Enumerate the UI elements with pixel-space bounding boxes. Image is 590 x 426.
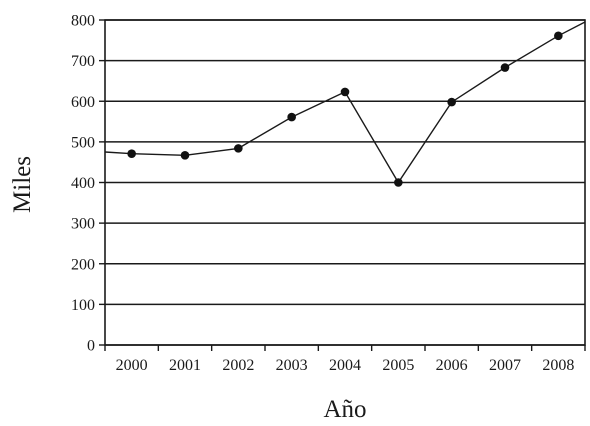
data-point-2005 (394, 178, 403, 187)
y-tick-label-100: 100 (71, 297, 95, 314)
y-tick-label-700: 700 (71, 53, 95, 70)
y-tick-label-300: 300 (71, 216, 95, 233)
x-tick-label-2007: 2007 (489, 357, 521, 374)
x-axis-tick-labels: 2000 2001 2002 2003 2004 2005 2006 2007 2008 (116, 357, 575, 374)
x-tick-label-2002: 2002 (222, 357, 254, 374)
x-axis-title: Año (323, 396, 366, 423)
y-tick-label-600: 600 (71, 94, 95, 111)
data-point-2006 (447, 97, 456, 107)
x-tick-label-2003: 2003 (276, 357, 308, 374)
y-axis-title: Miles (9, 156, 36, 213)
data-point-2001 (180, 150, 190, 160)
y-tick-label-800: 800 (71, 13, 95, 30)
y-axis-tick-labels: 0 100 200 300 400 500 600 700 800 (71, 13, 95, 355)
gridlines (105, 19, 585, 346)
x-tick-label-2004: 2004 (329, 357, 361, 374)
data-point-2007 (500, 63, 510, 72)
data-point-2008 (554, 31, 563, 41)
data-point-2000 (127, 149, 136, 158)
x-tick-label-2001: 2001 (169, 357, 201, 374)
x-tick-label-2000: 2000 (116, 357, 148, 374)
data-points (127, 31, 563, 187)
plot-frame (104, 19, 586, 346)
data-point-2004 (340, 87, 350, 97)
x-tick-label-2008: 2008 (542, 357, 574, 374)
data-point-2002 (234, 144, 243, 153)
y-tick-label-200: 200 (71, 256, 95, 273)
x-tick-label-2005: 2005 (382, 357, 414, 374)
y-tick-label-500: 500 (71, 134, 95, 151)
y-tick-label-400: 400 (71, 175, 95, 192)
axis-ticks (99, 19, 586, 351)
series-line (104, 21, 586, 184)
y-tick-label-0: 0 (87, 338, 95, 355)
data-point-2003 (287, 112, 296, 122)
x-tick-label-2006: 2006 (436, 357, 468, 374)
